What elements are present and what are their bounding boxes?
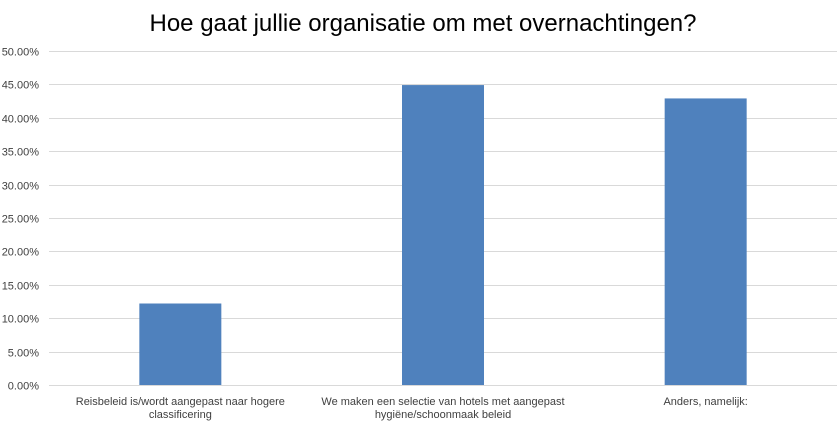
y-tick-label: 35.00% — [2, 147, 40, 159]
bars — [139, 85, 747, 386]
bar — [402, 85, 484, 386]
y-axis-tick-labels: 0.00% 5.00% 10.00% 15.00% 20.00% 25.00% 30.00%… — [2, 47, 40, 393]
chart-title: Hoe gaat jullie organisatie om met overn… — [150, 10, 697, 37]
bar — [664, 98, 747, 385]
y-tick-label: 5.00% — [8, 348, 39, 360]
y-tick-label: 45.00% — [2, 80, 40, 92]
x-axis-category-labels: Reisbeleid is/wordt aangepast naar hoger… — [76, 396, 748, 421]
y-tick-label: 10.00% — [2, 314, 40, 326]
x-category-label: We maken een selectie van hotels met aan… — [321, 396, 564, 421]
y-tick-label: 15.00% — [2, 281, 40, 293]
y-tick-label: 0.00% — [8, 381, 39, 393]
x-category-label: Anders, namelijk: — [663, 396, 747, 408]
bar — [139, 303, 222, 385]
y-tick-label: 40.00% — [2, 114, 40, 126]
y-tick-label: 30.00% — [2, 181, 40, 193]
x-category-label: Reisbeleid is/wordt aangepast naar hoger… — [76, 396, 285, 421]
y-tick-label: 20.00% — [2, 247, 40, 259]
y-tick-label: 25.00% — [2, 214, 40, 226]
y-tick-label: 50.00% — [2, 47, 40, 59]
